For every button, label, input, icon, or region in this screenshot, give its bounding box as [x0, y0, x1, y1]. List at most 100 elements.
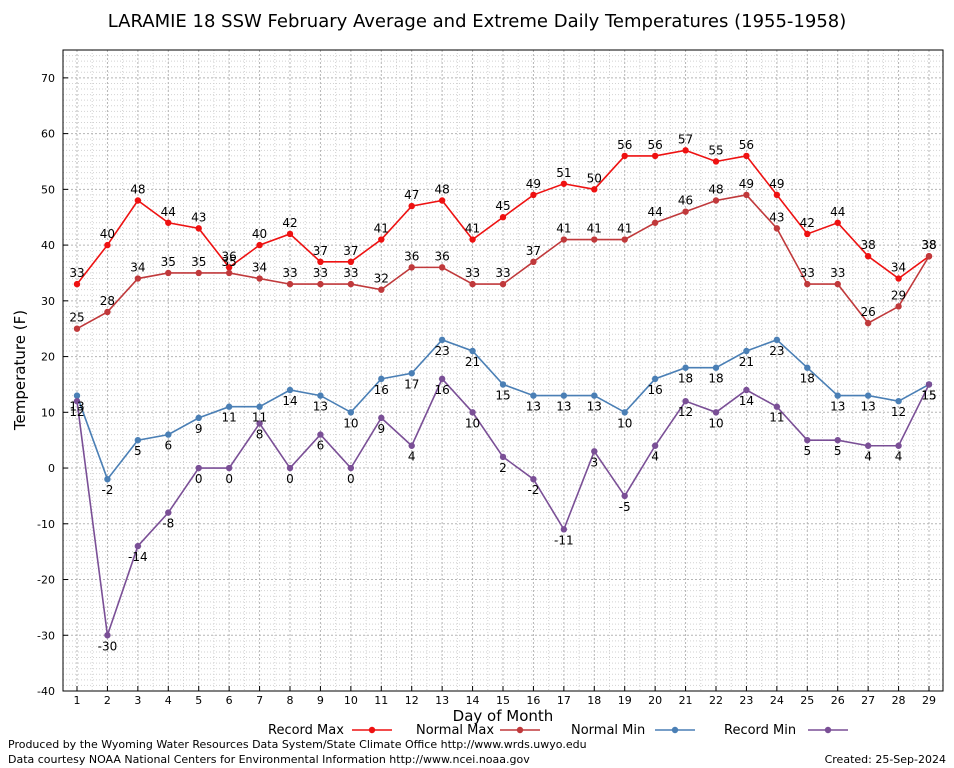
series — [73, 147, 933, 639]
data-label-record-min: 12 — [678, 405, 693, 419]
data-label-normal-min: 16 — [374, 383, 389, 397]
data-label-normal-max: 38 — [921, 238, 936, 252]
data-label-record-max: 57 — [678, 132, 693, 146]
data-point-normal-max — [317, 280, 324, 288]
data-label-record-max: 45 — [495, 199, 510, 213]
data-label-record-min: 0 — [195, 472, 203, 486]
data-point-normal-min — [743, 347, 750, 355]
data-label-normal-min: -2 — [101, 483, 113, 497]
data-label-record-max: 50 — [587, 171, 602, 185]
data-point-normal-max — [225, 269, 233, 277]
data-label-normal-max: 32 — [374, 272, 389, 286]
data-point-record-min — [743, 386, 750, 394]
data-point-normal-max — [438, 264, 446, 271]
data-point-record-min — [286, 464, 294, 472]
data-label-normal-min: 23 — [435, 344, 450, 358]
y-tick-label: -20 — [37, 574, 55, 587]
data-label-normal-min: 13 — [556, 400, 571, 414]
y-tick-label: -10 — [37, 518, 55, 531]
y-tick-label: 40 — [41, 239, 55, 252]
x-tick-label: 26 — [831, 694, 845, 707]
data-point-record-min — [408, 442, 415, 449]
data-label-normal-min: 11 — [222, 411, 237, 425]
data-point-record-max — [195, 225, 202, 232]
data-point-normal-min — [591, 392, 598, 399]
data-label-record-min: 8 — [256, 427, 264, 441]
data-label-normal-max: 36 — [435, 249, 450, 263]
data-point-normal-min — [712, 364, 720, 371]
data-label-record-max: 55 — [708, 143, 723, 157]
data-label-normal-min: 13 — [69, 400, 84, 414]
data-label-normal-max: 34 — [130, 261, 145, 275]
data-point-normal-min — [499, 381, 507, 388]
x-tick-label: 24 — [770, 694, 784, 707]
data-label-normal-min: 10 — [617, 416, 632, 430]
data-label-normal-max: 33 — [800, 266, 815, 280]
data-point-record-min — [438, 375, 446, 383]
data-point-record-min — [682, 397, 689, 405]
data-point-record-min — [773, 403, 781, 410]
data-point-normal-max — [712, 197, 720, 204]
data-label-normal-min: 13 — [587, 400, 602, 414]
x-tick-label: 18 — [587, 694, 601, 707]
data-label-record-min: 4 — [864, 450, 872, 464]
data-point-normal-min — [773, 336, 781, 344]
x-tick-label: 19 — [618, 694, 632, 707]
data-point-normal-min — [651, 375, 659, 383]
data-label-normal-min: 15 — [921, 388, 936, 402]
data-label-record-max: 38 — [861, 238, 876, 252]
data-label-normal-min: 5 — [134, 444, 142, 458]
data-point-record-max — [743, 152, 750, 160]
data-label-record-max: 47 — [404, 188, 419, 202]
data-label-record-max: 44 — [161, 205, 176, 219]
x-tick-label: 28 — [892, 694, 906, 707]
legend-marker-record-min — [824, 726, 832, 734]
data-point-normal-min — [256, 403, 263, 410]
data-label-record-max: 51 — [556, 166, 571, 180]
data-point-normal-min — [286, 386, 294, 394]
data-label-record-min: 12 — [69, 405, 84, 419]
data-label-record-max: 44 — [830, 205, 845, 219]
data-label-record-max: 48 — [435, 182, 450, 196]
data-point-record-min — [712, 409, 720, 416]
data-point-normal-min — [134, 436, 142, 444]
data-point-record-max — [895, 275, 902, 282]
data-label-normal-min: 18 — [678, 372, 693, 386]
data-point-record-max — [225, 264, 233, 271]
data-point-normal-min — [408, 370, 415, 377]
data-point-normal-min — [682, 364, 689, 371]
x-tick-label: 4 — [165, 694, 172, 707]
data-point-record-max — [651, 152, 659, 160]
data-label-record-max: 49 — [769, 177, 784, 191]
data-point-normal-max — [286, 280, 294, 288]
data-label-record-min: -30 — [98, 639, 118, 653]
data-label-normal-min: 10 — [343, 416, 358, 430]
data-label-record-min: 10 — [465, 416, 480, 430]
x-axis-label: Day of Month — [453, 707, 554, 725]
data-label-normal-min: 17 — [404, 377, 419, 391]
data-point-normal-max — [864, 319, 872, 327]
x-tick-label: 2 — [104, 694, 111, 707]
data-point-normal-max — [834, 280, 841, 288]
data-label-record-min: -2 — [527, 483, 539, 497]
y-tick-label: 50 — [41, 183, 55, 196]
data-label-normal-max: 33 — [313, 266, 328, 280]
footer-data-courtesy: Data courtesy NOAA National Centers for … — [8, 753, 530, 766]
data-point-record-max — [530, 191, 537, 199]
data-point-normal-min — [804, 364, 811, 371]
data-point-normal-max — [591, 236, 598, 243]
data-point-normal-max — [743, 191, 750, 199]
data-label-normal-max: 49 — [739, 177, 754, 191]
data-point-normal-max — [408, 264, 415, 271]
data-label-normal-max: 33 — [282, 266, 297, 280]
data-point-normal-min — [347, 409, 355, 416]
data-point-normal-min — [104, 475, 111, 483]
y-axis: -40 -30 -20 -10 0 10 20 30 40 50 60 70 — [37, 72, 68, 698]
data-point-normal-min — [621, 409, 628, 416]
grid — [63, 49, 943, 692]
data-point-normal-min — [438, 336, 446, 344]
data-point-record-min — [225, 464, 233, 472]
legend-marker-normal-min — [671, 726, 679, 734]
y-tick-label: 30 — [41, 295, 55, 308]
x-tick-label: 1 — [74, 694, 81, 707]
